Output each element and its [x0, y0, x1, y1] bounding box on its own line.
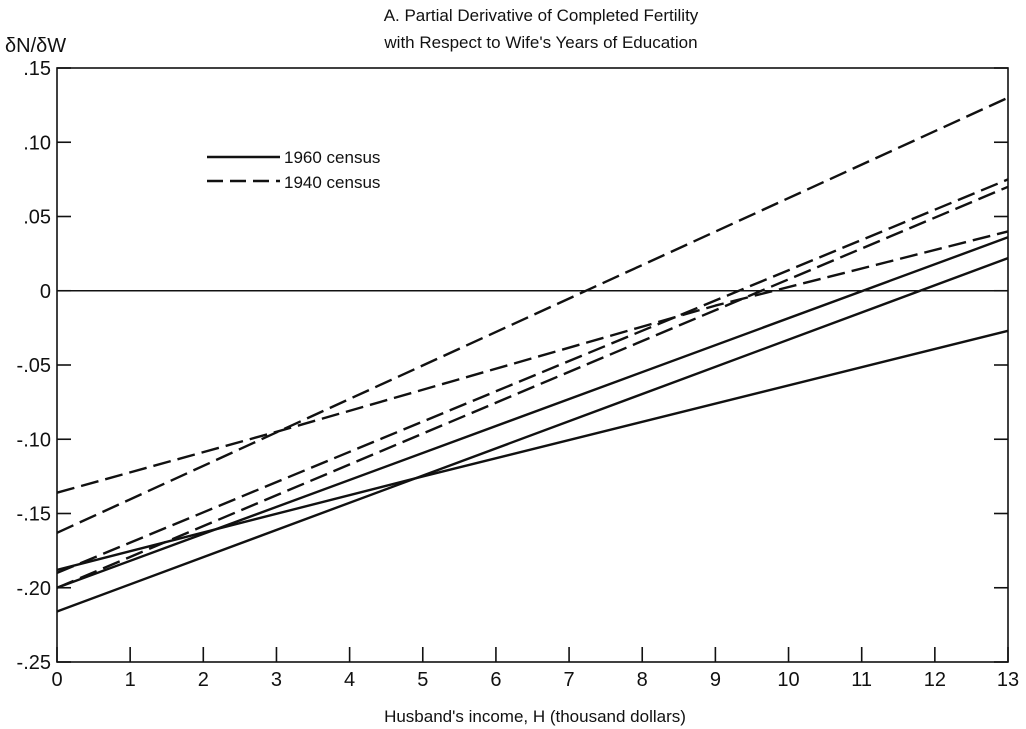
x-tick-label: 1 — [125, 669, 136, 691]
series-line-1940-census-5 — [56, 178, 1009, 575]
x-tick-label: 0 — [51, 669, 62, 691]
y-tick-label: .05 — [23, 207, 51, 229]
chart-title-line-1: A. Partial Derivative of Completed Ferti… — [384, 6, 699, 25]
y-tick-label: 0 — [40, 281, 51, 303]
y-tick-label: -.15 — [17, 504, 51, 526]
x-tick-label: 13 — [997, 669, 1019, 691]
x-tick-label: 6 — [490, 669, 501, 691]
y-tick-label: -.10 — [17, 429, 51, 451]
x-tick-label: 7 — [564, 669, 575, 691]
x-tick-label: 11 — [851, 669, 872, 691]
y-tick-label: .15 — [23, 58, 51, 80]
series-line-1940-census-7 — [56, 230, 1009, 494]
x-tick-label: 8 — [637, 669, 648, 691]
x-tick-label: 9 — [710, 669, 721, 691]
y-tick-label: .10 — [23, 132, 51, 154]
x-tick-label: 4 — [344, 669, 355, 691]
y-tick-label: -.25 — [17, 652, 51, 674]
y-tick-label: -.05 — [17, 355, 51, 377]
series-line-1960-census-3 — [56, 329, 1009, 572]
y-axis-label: δN/δW — [5, 35, 66, 57]
x-tick-label: 12 — [924, 669, 946, 691]
plot-frame — [56, 67, 1009, 663]
x-tick-label: 10 — [777, 669, 799, 691]
legend: 1960 census 1940 census — [207, 148, 380, 192]
chart-title-line-2: with Respect to Wife's Years of Educatio… — [383, 33, 697, 52]
series-line-1960-census-1 — [56, 256, 1009, 613]
y-tick-label: -.20 — [17, 578, 51, 600]
x-tick-label: 3 — [271, 669, 282, 691]
x-axis-label: Husband's income, H (thousand dollars) — [384, 707, 686, 726]
series-line-1940-census-6 — [56, 185, 1009, 589]
legend-label-1940: 1940 census — [284, 173, 380, 192]
series-line-1960-census-2 — [56, 236, 1009, 589]
x-tick-label: 2 — [198, 669, 209, 691]
legend-label-1960: 1960 census — [284, 148, 380, 167]
x-tick-label: 5 — [417, 669, 428, 691]
series-line-1940-census-4 — [56, 96, 1009, 534]
